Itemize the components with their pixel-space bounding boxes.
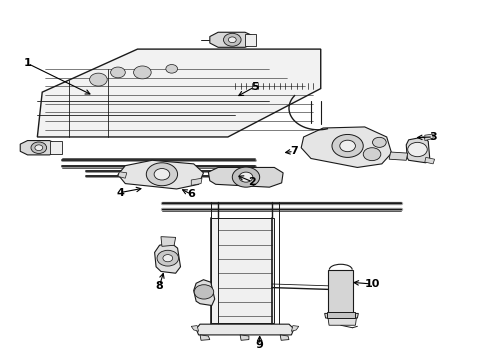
Circle shape <box>163 255 172 262</box>
Polygon shape <box>389 152 408 160</box>
Polygon shape <box>196 324 294 335</box>
Circle shape <box>90 73 107 86</box>
Circle shape <box>147 163 177 186</box>
Circle shape <box>166 64 177 73</box>
Circle shape <box>340 140 355 152</box>
Polygon shape <box>191 178 202 185</box>
Text: 3: 3 <box>429 132 437 142</box>
Polygon shape <box>301 127 392 167</box>
Circle shape <box>134 66 151 79</box>
Polygon shape <box>210 32 255 47</box>
Bar <box>245 34 256 46</box>
Polygon shape <box>20 140 57 155</box>
Polygon shape <box>191 325 198 331</box>
Polygon shape <box>200 335 210 340</box>
Polygon shape <box>161 237 175 246</box>
Polygon shape <box>292 325 299 331</box>
Text: 10: 10 <box>365 279 380 289</box>
Circle shape <box>228 37 236 42</box>
Circle shape <box>372 137 386 147</box>
Text: 1: 1 <box>24 58 31 68</box>
Polygon shape <box>328 318 356 325</box>
Polygon shape <box>194 280 215 306</box>
Polygon shape <box>37 49 321 137</box>
Text: 6: 6 <box>187 189 195 199</box>
Polygon shape <box>208 167 283 187</box>
Text: 5: 5 <box>251 82 259 92</box>
Bar <box>49 141 62 154</box>
Circle shape <box>332 134 363 157</box>
Text: 7: 7 <box>290 146 298 156</box>
Polygon shape <box>155 243 180 273</box>
Circle shape <box>111 67 125 78</box>
Circle shape <box>194 285 214 299</box>
Text: 9: 9 <box>256 340 264 350</box>
Bar <box>327 312 355 318</box>
Polygon shape <box>425 134 433 140</box>
Circle shape <box>223 33 241 46</box>
Circle shape <box>232 167 260 187</box>
Circle shape <box>363 148 381 161</box>
Circle shape <box>239 172 253 182</box>
Circle shape <box>154 168 170 180</box>
Circle shape <box>157 250 178 266</box>
Polygon shape <box>280 335 289 340</box>
Polygon shape <box>240 335 249 340</box>
Circle shape <box>31 142 47 153</box>
Polygon shape <box>425 157 435 164</box>
Text: 8: 8 <box>156 281 163 291</box>
Polygon shape <box>406 137 430 163</box>
Bar <box>211 218 274 323</box>
Circle shape <box>408 142 427 157</box>
Polygon shape <box>325 314 358 318</box>
Circle shape <box>35 145 43 150</box>
Polygon shape <box>118 172 127 178</box>
Text: 4: 4 <box>117 188 124 198</box>
Bar <box>328 270 353 313</box>
Polygon shape <box>118 160 203 189</box>
Text: 2: 2 <box>248 177 256 187</box>
